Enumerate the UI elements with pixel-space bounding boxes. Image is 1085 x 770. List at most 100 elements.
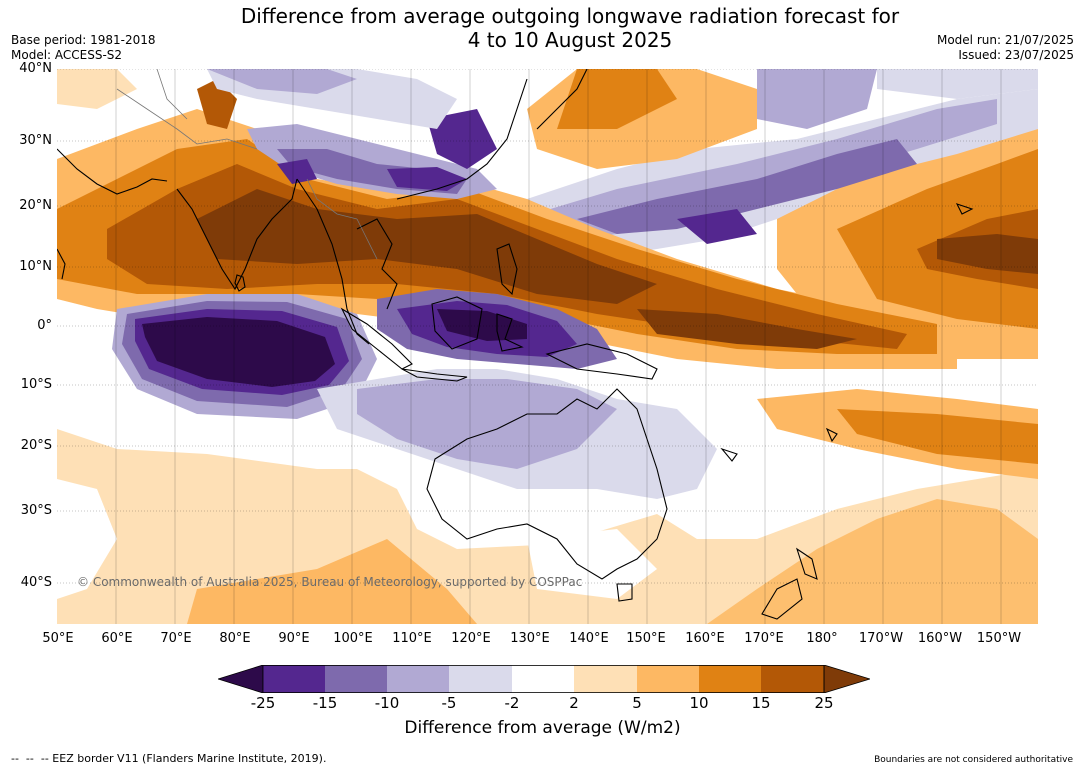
philippines-coastline	[496, 243, 518, 296]
anomaly-region	[707, 499, 1038, 624]
run-info: Model run: 21/07/2025 Issued: 23/07/2025	[937, 33, 1074, 63]
longitude-label: 170°W	[858, 631, 904, 646]
indochina-coastline	[356, 218, 398, 310]
anomaly-region	[557, 69, 677, 129]
japan-coastline	[536, 69, 588, 130]
anomaly-region	[427, 109, 497, 169]
colorbar-tick: 15	[751, 694, 771, 712]
colorbar-segment	[263, 665, 325, 693]
anomaly-region	[207, 69, 357, 94]
title-line-1: Difference from average outgoing longwav…	[240, 4, 900, 28]
colorbar-tick: -10	[374, 694, 400, 712]
colorbar-segment	[637, 665, 699, 693]
longitude-label: 110°E	[392, 631, 432, 646]
meridians	[115, 69, 1002, 624]
sumatra-coastline	[340, 307, 413, 370]
anomaly-region	[387, 167, 467, 191]
arabia-coastline	[57, 148, 168, 195]
anomaly-region	[837, 409, 1038, 464]
colorbar-segment	[449, 665, 512, 693]
indochina-coastline	[296, 178, 370, 345]
anomaly-region	[577, 139, 917, 234]
model-info: Base period: 1981-2018 Model: ACCESS-S2	[11, 33, 156, 63]
new-guinea-coastline	[545, 343, 658, 380]
base-period: Base period: 1981-2018	[11, 33, 156, 47]
longitude-label: 60°E	[101, 631, 133, 646]
latitude-label: 40°N	[19, 61, 52, 76]
anomaly-region	[142, 317, 335, 387]
island-coastline	[955, 203, 974, 215]
colorbar-tick: -5	[441, 694, 457, 712]
tasmania-coastline	[616, 583, 633, 602]
longitude-label: 120°E	[451, 631, 491, 646]
colorbar-segment	[218, 665, 264, 693]
latitude-label: 20°N	[19, 198, 52, 213]
sri-lanka-coastline	[234, 274, 246, 292]
longitude-label: 160°E	[685, 631, 725, 646]
colorbar	[218, 665, 870, 693]
anomaly-region	[877, 69, 1038, 99]
longitude-label: 150°W	[976, 631, 1022, 646]
colorbar-label: Difference from average (W/m2)	[404, 718, 681, 738]
colorbar-segment	[699, 665, 761, 693]
india-coastline	[176, 178, 298, 291]
anomaly-region	[757, 69, 877, 129]
colorbar-tick: 2	[569, 694, 579, 712]
anomaly-region	[357, 379, 617, 469]
coastlines	[57, 69, 974, 620]
latitude-label: 30°N	[19, 133, 52, 148]
china-coastline	[396, 78, 528, 200]
anomaly-region	[637, 309, 857, 349]
africa-coastline	[57, 248, 66, 280]
model-name: Model: ACCESS-S2	[11, 48, 123, 62]
latitude-label: 10°S	[20, 377, 52, 392]
anomaly-region	[527, 529, 657, 599]
latitude-label: 20°S	[20, 438, 52, 453]
anomaly-region	[57, 479, 117, 599]
java-coastline	[401, 368, 468, 382]
longitude-label: 150°E	[626, 631, 666, 646]
longitude-label: 180°	[806, 631, 838, 646]
longitude-label: 70°E	[160, 631, 192, 646]
anomaly-region	[197, 189, 657, 304]
eez-note: -- -- -- EEZ border V11 (Flanders Marine…	[11, 752, 327, 765]
island-coastline	[825, 427, 838, 443]
latitude-label: 10°N	[19, 259, 52, 274]
map-area[interactable]	[57, 69, 1038, 624]
map-title: Difference from average outgoing longwav…	[0, 4, 1085, 52]
anomaly-region	[57, 69, 137, 109]
olr-anomaly-map	[57, 69, 1038, 624]
colorbar-segment	[387, 665, 449, 693]
colorbar-tick: 25	[814, 694, 834, 712]
sulawesi-coastline	[496, 313, 524, 352]
longitude-label: 90°E	[278, 631, 310, 646]
colorbar-segment	[823, 665, 870, 693]
latitude-label: 0°	[37, 318, 52, 333]
anomaly-region	[677, 209, 757, 244]
longitude-label: 100°E	[333, 631, 373, 646]
colorbar-tick: 5	[632, 694, 642, 712]
title-line-2: 4 to 10 August 2025	[467, 28, 673, 52]
colorbar-segment	[761, 665, 824, 693]
new-zealand-coastline	[761, 578, 803, 620]
colorbar-tick: -15	[312, 694, 338, 712]
australia-coastline	[426, 388, 668, 580]
anomaly-region	[937, 234, 1038, 274]
model-run-date: Model run: 21/07/2025	[936, 33, 1074, 47]
country-borders	[116, 69, 378, 260]
boundaries-note: Boundaries are not considered authoritat…	[874, 755, 1073, 765]
copyright-notice: © Commonwealth of Australia 2025, Bureau…	[77, 575, 583, 589]
colorbar-segment	[574, 665, 637, 693]
longitude-label: 80°E	[219, 631, 251, 646]
borneo-coastline	[431, 296, 483, 350]
anomaly-region	[277, 159, 317, 184]
longitude-label: 50°E	[42, 631, 74, 646]
new-zealand-coastline	[795, 547, 818, 580]
colorbar-tick: -25	[250, 694, 276, 712]
colorbar-tick: 10	[689, 694, 709, 712]
anomaly-region	[187, 539, 477, 624]
longitude-label: 140°E	[569, 631, 609, 646]
latitude-label: 30°S	[20, 503, 52, 518]
longitude-label: 130°E	[510, 631, 550, 646]
island-coastline	[720, 447, 738, 462]
